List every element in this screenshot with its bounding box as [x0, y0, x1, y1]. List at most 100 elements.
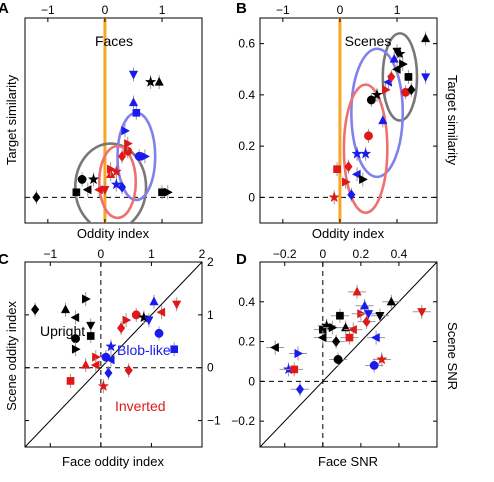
panel-a-point — [32, 191, 41, 203]
panel-d-point — [295, 383, 305, 395]
panel-b-ellipse-1 — [350, 47, 405, 179]
panel-d-diagonal — [260, 262, 437, 447]
panel-a-point — [100, 186, 110, 195]
panel-a-point — [128, 70, 139, 80]
panel-b-point — [404, 73, 413, 81]
panel-a-point — [107, 164, 116, 174]
panel-a-xtick-label: −1 — [41, 3, 55, 17]
panel-b-point — [389, 53, 399, 63]
panel-a-point — [154, 76, 164, 86]
panel-a-point — [124, 138, 133, 149]
panel-c-point — [66, 377, 75, 385]
panel-c-xtick-label: 0 — [98, 247, 105, 261]
panel-c-frame — [24, 261, 203, 448]
panel-b-ytick-label: 0 — [248, 190, 255, 204]
panel-a-letter: A — [0, 0, 9, 17]
panel-d-ylabel: Scene SNR — [445, 322, 460, 390]
panel-c-point — [90, 360, 100, 370]
panel-b: −1 0 1 0 0.2 0.4 0.6 B Scenes Oddity index Tar… — [236, 0, 460, 241]
panel-c-point — [82, 294, 91, 304]
panel-c-xtick-label: −1 — [43, 247, 57, 261]
panel-a: −1 0 1 A Faces Oddity index Target similar… — [0, 0, 203, 241]
panel-b-point — [382, 85, 391, 95]
panel-b-point — [328, 191, 340, 203]
panel-b-point — [387, 71, 396, 83]
panel-c-point — [124, 364, 133, 376]
panel-a-point — [87, 173, 100, 185]
panel-d-ytick-label: 0 — [248, 374, 255, 388]
label-upright: Upright — [40, 323, 85, 339]
panel-c-ytick-label: 0 — [207, 361, 214, 375]
panel-c-ytick-label: 2 — [207, 255, 214, 269]
panel-a-point — [72, 188, 81, 197]
panel-d-ytick-label: −0.2 — [231, 414, 255, 428]
panel-d-point — [331, 336, 341, 348]
panel-b-point — [420, 73, 431, 83]
panel-b-point — [399, 59, 408, 69]
panel-c-ytick-label: 1 — [207, 308, 214, 322]
panel-c-point — [86, 321, 96, 331]
panel-d-point — [290, 365, 299, 374]
panel-a-xtick-label: 1 — [159, 3, 166, 17]
panel-b-xlabel: Oddity index — [312, 226, 385, 241]
panel-d-point — [369, 360, 379, 370]
panel-b-point — [391, 64, 401, 74]
panel-b-point — [333, 165, 341, 174]
panel-c-ytick-label: −1 — [207, 414, 221, 428]
panel-a-point — [110, 178, 123, 190]
panel-a-point — [128, 97, 139, 107]
panel-d-ytick-label: 0.4 — [238, 295, 255, 309]
panel-b-ylabel: Target similarity — [445, 75, 460, 166]
panel-c-point — [81, 359, 91, 369]
panel-a-point — [110, 165, 123, 177]
panel-d-point — [375, 312, 385, 321]
panel-a-point — [141, 151, 151, 162]
panel-d-xlabel: Face SNR — [318, 454, 378, 469]
panel-b-point — [342, 177, 351, 187]
panel-b-point — [359, 147, 372, 159]
panel-b-point — [420, 33, 431, 43]
panel-a-point — [144, 76, 157, 87]
panel-b-ellipse-2 — [342, 83, 389, 215]
panel-d-frame — [259, 261, 438, 448]
panel-d-point — [376, 353, 388, 365]
panel-d-point — [417, 308, 427, 317]
panel-a-point — [117, 150, 127, 162]
panel-d-point — [352, 286, 362, 296]
panel-c-point — [30, 304, 40, 316]
panel-b-point — [366, 95, 376, 105]
panel-d: −0.2 0 0.2 0.4 −0.2 0 0.2 0.4 D Face SNR Scene … — [231, 247, 460, 469]
panel-c-point — [71, 344, 81, 354]
panel-b-point — [407, 84, 416, 96]
panel-d-point — [270, 342, 279, 353]
panel-b-ytick-label: 0.6 — [238, 37, 255, 51]
panel-d-letter: D — [236, 251, 247, 268]
panel-d-xtick-label: −0.2 — [273, 247, 297, 261]
panel-a-point — [164, 187, 173, 197]
panel-c-xlabel: Face oddity index — [62, 454, 164, 469]
panel-b-ytick-label: 0.2 — [238, 139, 255, 153]
panel-d-xtick-label: 0.4 — [391, 247, 408, 261]
panel-d-point — [328, 322, 338, 333]
panel-b-point — [359, 174, 368, 185]
panel-d-point — [348, 324, 357, 335]
panel-c-point — [154, 328, 164, 338]
panel-c-point — [122, 315, 132, 325]
panel-c-point — [144, 316, 154, 326]
panel-b-point — [364, 131, 373, 141]
panel-c-xtick-label: 1 — [148, 247, 155, 261]
panel-b-point — [344, 161, 353, 173]
panel-c-point — [131, 310, 141, 320]
panel-a-ellipse-2 — [97, 144, 138, 220]
panel-a-ylabel: Target similarity — [4, 74, 19, 165]
panel-c-point — [70, 312, 80, 323]
panel-a-xtick-label: 0 — [102, 3, 109, 17]
panel-b-point — [378, 115, 388, 125]
panel-c-ylabel: Scene oddity index — [4, 301, 19, 411]
panel-c: −1 0 1 2 −1 0 1 2 C Face oddity index Scene odd… — [0, 247, 221, 469]
panel-b-point — [351, 169, 361, 179]
panel-c-point — [105, 340, 117, 352]
panel-d-point — [386, 296, 396, 306]
panel-a-frame — [24, 17, 203, 224]
